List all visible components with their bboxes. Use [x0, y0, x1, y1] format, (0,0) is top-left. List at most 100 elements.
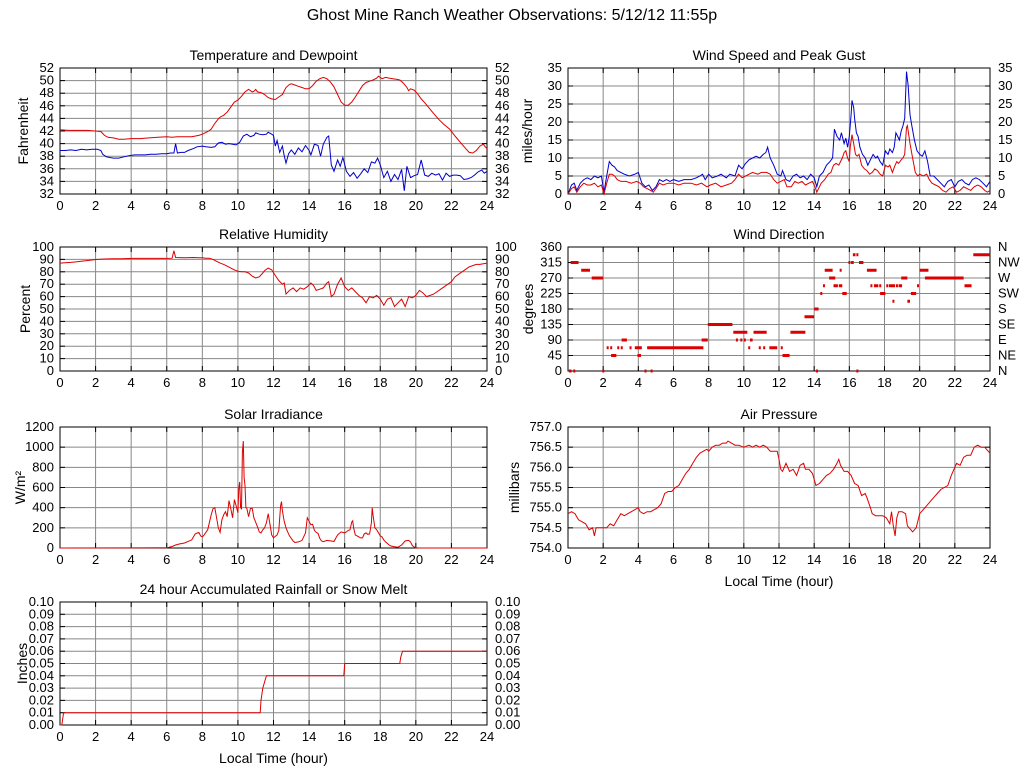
svg-text:10: 10: [737, 375, 751, 390]
svg-text:20: 20: [409, 552, 423, 567]
svg-text:16: 16: [842, 375, 856, 390]
svg-text:30: 30: [548, 78, 562, 93]
svg-text:NW: NW: [998, 255, 1020, 270]
svg-text:755.5: 755.5: [529, 480, 562, 495]
svg-text:35: 35: [998, 60, 1012, 75]
svg-text:24: 24: [480, 375, 494, 390]
svg-text:0.01: 0.01: [29, 705, 54, 720]
svg-text:6: 6: [670, 375, 677, 390]
svg-text:1200: 1200: [25, 419, 54, 434]
svg-text:8: 8: [199, 375, 206, 390]
svg-text:42: 42: [495, 123, 509, 138]
svg-text:20: 20: [912, 552, 926, 567]
svg-text:22: 22: [948, 198, 962, 213]
svg-text:16: 16: [337, 198, 351, 213]
svg-text:756.5: 756.5: [529, 439, 562, 454]
svg-text:0.03: 0.03: [495, 680, 520, 695]
svg-text:8: 8: [199, 198, 206, 213]
svg-text:12: 12: [266, 198, 280, 213]
svg-text:180: 180: [540, 301, 562, 316]
svg-text:15: 15: [998, 132, 1012, 147]
svg-text:10: 10: [737, 198, 751, 213]
svg-text:4: 4: [635, 375, 642, 390]
svg-text:degrees: degrees: [520, 284, 536, 335]
svg-text:4: 4: [128, 552, 135, 567]
svg-text:48: 48: [40, 85, 54, 100]
svg-text:0.05: 0.05: [29, 656, 54, 671]
svg-text:10: 10: [231, 375, 245, 390]
svg-text:48: 48: [495, 85, 509, 100]
svg-text:16: 16: [337, 375, 351, 390]
svg-text:2: 2: [92, 198, 99, 213]
svg-text:Temperature and Dewpoint: Temperature and Dewpoint: [189, 47, 357, 63]
svg-text:90: 90: [548, 332, 562, 347]
svg-text:0.07: 0.07: [29, 631, 54, 646]
svg-text:0.10: 0.10: [495, 594, 520, 609]
svg-text:12: 12: [266, 729, 280, 744]
svg-text:8: 8: [199, 552, 206, 567]
svg-text:12: 12: [266, 375, 280, 390]
svg-text:50: 50: [495, 301, 509, 316]
svg-text:44: 44: [495, 110, 509, 125]
svg-text:0.02: 0.02: [495, 692, 520, 707]
svg-text:100: 100: [32, 239, 54, 254]
svg-text:0.07: 0.07: [495, 631, 520, 646]
svg-text:10: 10: [231, 552, 245, 567]
svg-text:0: 0: [555, 363, 562, 378]
svg-text:6: 6: [163, 375, 170, 390]
svg-text:0: 0: [56, 552, 63, 567]
svg-text:20: 20: [40, 338, 54, 353]
svg-text:Solar Irradiance: Solar Irradiance: [224, 406, 323, 422]
svg-text:10: 10: [40, 351, 54, 366]
svg-text:0.10: 0.10: [29, 594, 54, 609]
svg-text:NE: NE: [998, 348, 1016, 363]
svg-text:2: 2: [600, 552, 607, 567]
svg-text:4: 4: [128, 375, 135, 390]
svg-text:40: 40: [495, 136, 509, 151]
svg-text:52: 52: [40, 60, 54, 75]
svg-text:Wind Direction: Wind Direction: [733, 226, 824, 242]
svg-text:W/m²: W/m²: [12, 470, 28, 504]
svg-text:2: 2: [600, 198, 607, 213]
svg-text:12: 12: [772, 552, 786, 567]
svg-text:Relative Humidity: Relative Humidity: [219, 226, 328, 242]
svg-text:12: 12: [772, 198, 786, 213]
svg-text:20: 20: [495, 338, 509, 353]
svg-text:14: 14: [302, 198, 316, 213]
svg-text:N: N: [998, 239, 1007, 254]
svg-text:E: E: [998, 332, 1007, 347]
svg-text:756.0: 756.0: [529, 459, 562, 474]
svg-text:135: 135: [540, 317, 562, 332]
svg-text:24: 24: [983, 375, 997, 390]
svg-text:10: 10: [231, 729, 245, 744]
svg-text:15: 15: [548, 132, 562, 147]
air-pressure-chart: 0 2 4 6 8 10 12 14 16 18 20 22 24754.0754.5755.0755.…: [506, 406, 997, 589]
svg-text:24: 24: [480, 552, 494, 567]
svg-text:18: 18: [373, 198, 387, 213]
svg-text:25: 25: [548, 96, 562, 111]
svg-text:18: 18: [373, 552, 387, 567]
svg-text:millibars: millibars: [506, 462, 522, 513]
svg-text:6: 6: [163, 198, 170, 213]
svg-text:14: 14: [302, 729, 316, 744]
svg-text:8: 8: [705, 375, 712, 390]
svg-text:14: 14: [302, 375, 316, 390]
svg-text:32: 32: [40, 186, 54, 201]
svg-text:0.04: 0.04: [495, 668, 520, 683]
svg-text:0.01: 0.01: [495, 705, 520, 720]
svg-text:0.04: 0.04: [29, 668, 54, 683]
svg-text:0.08: 0.08: [495, 619, 520, 634]
svg-text:22: 22: [948, 552, 962, 567]
svg-text:10: 10: [231, 198, 245, 213]
svg-text:100: 100: [495, 239, 517, 254]
svg-text:8: 8: [705, 198, 712, 213]
svg-text:34: 34: [495, 173, 509, 188]
svg-text:0.02: 0.02: [29, 692, 54, 707]
svg-text:5: 5: [998, 168, 1005, 183]
svg-text:22: 22: [444, 198, 458, 213]
svg-text:20: 20: [409, 375, 423, 390]
svg-text:45: 45: [548, 348, 562, 363]
svg-text:800: 800: [32, 459, 54, 474]
